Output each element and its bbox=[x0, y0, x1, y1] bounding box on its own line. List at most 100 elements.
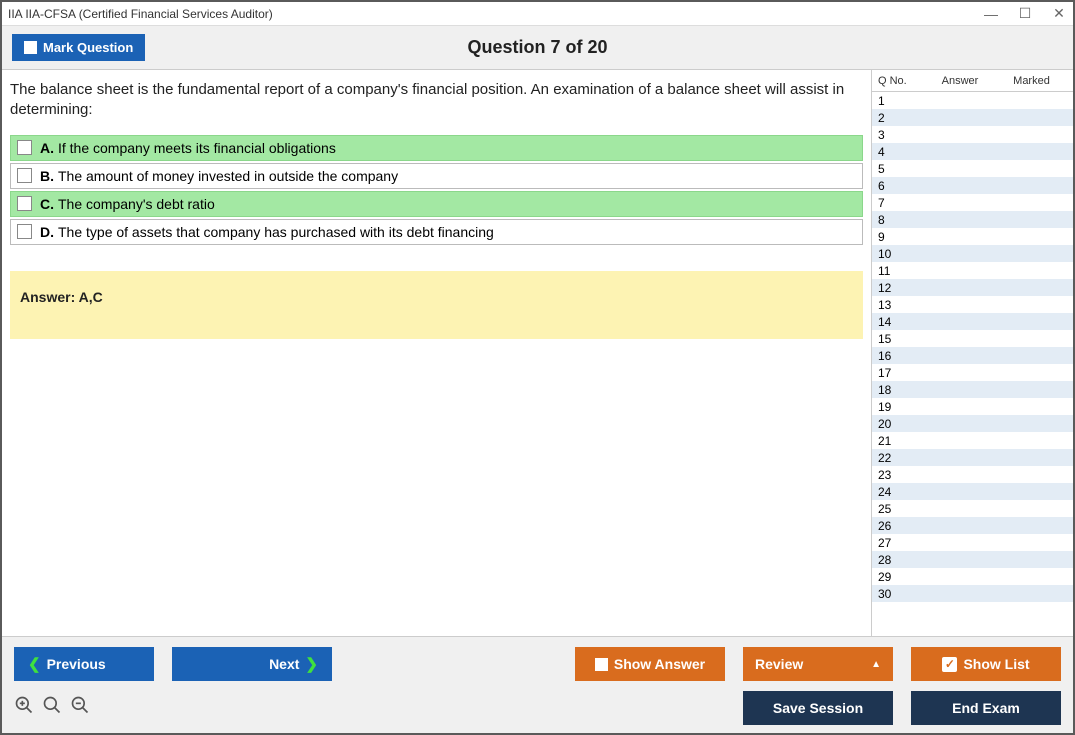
question-row-19[interactable]: 19 bbox=[872, 398, 1073, 415]
qno-cell: 2 bbox=[872, 111, 918, 125]
qno-cell: 28 bbox=[872, 553, 918, 567]
chevron-right-icon: ❯ bbox=[305, 655, 318, 673]
options-list: A. If the company meets its financial ob… bbox=[10, 135, 863, 247]
window-title: IIA IIA-CFSA (Certified Financial Servic… bbox=[8, 7, 983, 21]
question-row-20[interactable]: 20 bbox=[872, 415, 1073, 432]
question-row-10[interactable]: 10 bbox=[872, 245, 1073, 262]
qno-cell: 17 bbox=[872, 366, 918, 380]
question-panel: The balance sheet is the fundamental rep… bbox=[2, 70, 871, 636]
previous-label: Previous bbox=[47, 656, 106, 672]
zoom-out-icon[interactable] bbox=[70, 695, 90, 721]
question-row-15[interactable]: 15 bbox=[872, 330, 1073, 347]
question-row-2[interactable]: 2 bbox=[872, 109, 1073, 126]
qno-cell: 26 bbox=[872, 519, 918, 533]
question-row-28[interactable]: 28 bbox=[872, 551, 1073, 568]
footer-row-2: Save Session End Exam bbox=[14, 691, 1061, 725]
show-list-label: Show List bbox=[963, 656, 1029, 672]
option-checkbox[interactable] bbox=[17, 224, 32, 239]
option-letter: B. bbox=[40, 168, 54, 184]
answer-label: Answer: A,C bbox=[20, 289, 103, 305]
option-letter: C. bbox=[40, 196, 54, 212]
question-row-24[interactable]: 24 bbox=[872, 483, 1073, 500]
footer-row-1: ❮ Previous Next ❯ Show Answer Review ▲ ✓… bbox=[14, 647, 1061, 681]
mark-checkbox-icon bbox=[24, 41, 37, 54]
qno-cell: 22 bbox=[872, 451, 918, 465]
close-icon[interactable]: ✕ bbox=[1051, 5, 1067, 22]
maximize-icon[interactable]: ☐ bbox=[1017, 5, 1033, 22]
option-B[interactable]: B. The amount of money invested in outsi… bbox=[10, 163, 863, 189]
question-row-13[interactable]: 13 bbox=[872, 296, 1073, 313]
question-row-30[interactable]: 30 bbox=[872, 585, 1073, 602]
option-checkbox[interactable] bbox=[17, 196, 32, 211]
save-session-button[interactable]: Save Session bbox=[743, 691, 893, 725]
question-row-23[interactable]: 23 bbox=[872, 466, 1073, 483]
question-row-12[interactable]: 12 bbox=[872, 279, 1073, 296]
option-letter: A. bbox=[40, 140, 54, 156]
question-row-4[interactable]: 4 bbox=[872, 143, 1073, 160]
question-row-18[interactable]: 18 bbox=[872, 381, 1073, 398]
chevron-left-icon: ❮ bbox=[28, 655, 41, 673]
question-row-5[interactable]: 5 bbox=[872, 160, 1073, 177]
qno-cell: 9 bbox=[872, 230, 918, 244]
question-row-16[interactable]: 16 bbox=[872, 347, 1073, 364]
option-text: The amount of money invested in outside … bbox=[58, 168, 398, 184]
question-row-22[interactable]: 22 bbox=[872, 449, 1073, 466]
question-row-1[interactable]: 1 bbox=[872, 92, 1073, 109]
zoom-in-icon[interactable] bbox=[14, 695, 34, 721]
question-row-7[interactable]: 7 bbox=[872, 194, 1073, 211]
show-answer-button[interactable]: Show Answer bbox=[575, 647, 725, 681]
app-window: IIA IIA-CFSA (Certified Financial Servic… bbox=[0, 0, 1075, 735]
option-A[interactable]: A. If the company meets its financial ob… bbox=[10, 135, 863, 161]
option-D[interactable]: D. The type of assets that company has p… bbox=[10, 219, 863, 245]
option-C[interactable]: C. The company's debt ratio bbox=[10, 191, 863, 217]
question-counter: Question 7 of 20 bbox=[467, 37, 607, 58]
qno-cell: 23 bbox=[872, 468, 918, 482]
qno-cell: 1 bbox=[872, 94, 918, 108]
show-answer-label: Show Answer bbox=[614, 656, 705, 672]
content-body: The balance sheet is the fundamental rep… bbox=[2, 70, 1073, 636]
qno-cell: 10 bbox=[872, 247, 918, 261]
qno-cell: 19 bbox=[872, 400, 918, 414]
option-checkbox[interactable] bbox=[17, 140, 32, 155]
question-row-27[interactable]: 27 bbox=[872, 534, 1073, 551]
minimize-icon[interactable]: — bbox=[983, 6, 999, 22]
qno-cell: 15 bbox=[872, 332, 918, 346]
question-row-6[interactable]: 6 bbox=[872, 177, 1073, 194]
qno-cell: 29 bbox=[872, 570, 918, 584]
question-row-21[interactable]: 21 bbox=[872, 432, 1073, 449]
show-list-button[interactable]: ✓ Show List bbox=[911, 647, 1061, 681]
question-row-17[interactable]: 17 bbox=[872, 364, 1073, 381]
question-row-3[interactable]: 3 bbox=[872, 126, 1073, 143]
qno-cell: 27 bbox=[872, 536, 918, 550]
qno-cell: 20 bbox=[872, 417, 918, 431]
next-button[interactable]: Next ❯ bbox=[172, 647, 332, 681]
qno-cell: 3 bbox=[872, 128, 918, 142]
end-exam-button[interactable]: End Exam bbox=[911, 691, 1061, 725]
show-answer-checkbox-icon bbox=[595, 658, 608, 671]
review-button[interactable]: Review ▲ bbox=[743, 647, 893, 681]
question-list-panel: Q No. Answer Marked 12345678910111213141… bbox=[871, 70, 1073, 636]
option-text: If the company meets its financial oblig… bbox=[58, 140, 336, 156]
col-header-qno: Q No. bbox=[872, 75, 918, 87]
previous-button[interactable]: ❮ Previous bbox=[14, 647, 154, 681]
zoom-reset-icon[interactable] bbox=[42, 695, 62, 721]
question-row-8[interactable]: 8 bbox=[872, 211, 1073, 228]
toolbar: Mark Question Question 7 of 20 bbox=[2, 26, 1073, 70]
question-row-9[interactable]: 9 bbox=[872, 228, 1073, 245]
question-row-29[interactable]: 29 bbox=[872, 568, 1073, 585]
option-text: The type of assets that company has purc… bbox=[58, 224, 494, 240]
option-checkbox[interactable] bbox=[17, 168, 32, 183]
qno-cell: 4 bbox=[872, 145, 918, 159]
qno-cell: 7 bbox=[872, 196, 918, 210]
mark-question-button[interactable]: Mark Question bbox=[12, 34, 145, 61]
col-header-answer: Answer bbox=[918, 75, 1002, 87]
titlebar: IIA IIA-CFSA (Certified Financial Servic… bbox=[2, 2, 1073, 26]
qno-cell: 25 bbox=[872, 502, 918, 516]
qno-cell: 14 bbox=[872, 315, 918, 329]
question-row-25[interactable]: 25 bbox=[872, 500, 1073, 517]
question-row-14[interactable]: 14 bbox=[872, 313, 1073, 330]
qno-cell: 5 bbox=[872, 162, 918, 176]
question-row-26[interactable]: 26 bbox=[872, 517, 1073, 534]
question-list-body[interactable]: 1234567891011121314151617181920212223242… bbox=[872, 92, 1073, 636]
question-row-11[interactable]: 11 bbox=[872, 262, 1073, 279]
